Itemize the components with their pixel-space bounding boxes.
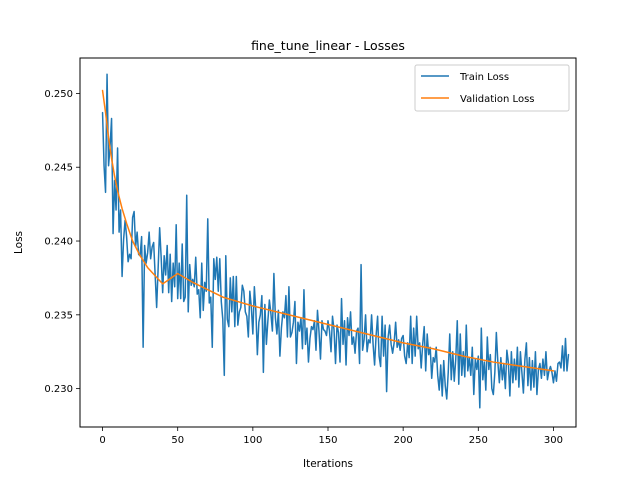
legend-label-validation-loss: Validation Loss — [460, 94, 535, 105]
legend-label-train-loss: Train Loss — [459, 72, 509, 83]
chart-title: fine_tune_linear - Losses — [251, 38, 405, 53]
y-tick-label: 0.235 — [44, 310, 73, 321]
x-tick-label: 150 — [318, 435, 337, 446]
plot-area — [80, 58, 576, 427]
x-tick-label: 200 — [394, 435, 413, 446]
x-tick-label: 250 — [469, 435, 488, 446]
series-line-validation-loss — [101, 89, 555, 372]
plot-frame — [79, 57, 577, 428]
x-tick-label: 50 — [171, 435, 184, 446]
y-tick-label: 0.250 — [44, 89, 73, 100]
y-tick-label: 0.230 — [44, 384, 73, 395]
legend: Train Loss Validation Loss — [414, 64, 570, 112]
x-tick-label: 0 — [99, 435, 105, 446]
y-axis-label: Loss — [13, 231, 25, 254]
x-tick-label: 300 — [544, 435, 563, 446]
legend-box — [414, 64, 570, 112]
y-tick-label: 0.240 — [44, 237, 73, 248]
x-tick-label: 100 — [243, 435, 262, 446]
axes-layer: 0 50 100 150 200 250 300 0.230 0.235 0.240 0.245 0.… — [44, 89, 563, 446]
y-tick-label: 0.245 — [44, 163, 73, 174]
series-line-train-loss — [101, 73, 570, 409]
series-layer — [101, 73, 570, 409]
x-axis-label: Iterations — [303, 458, 353, 470]
